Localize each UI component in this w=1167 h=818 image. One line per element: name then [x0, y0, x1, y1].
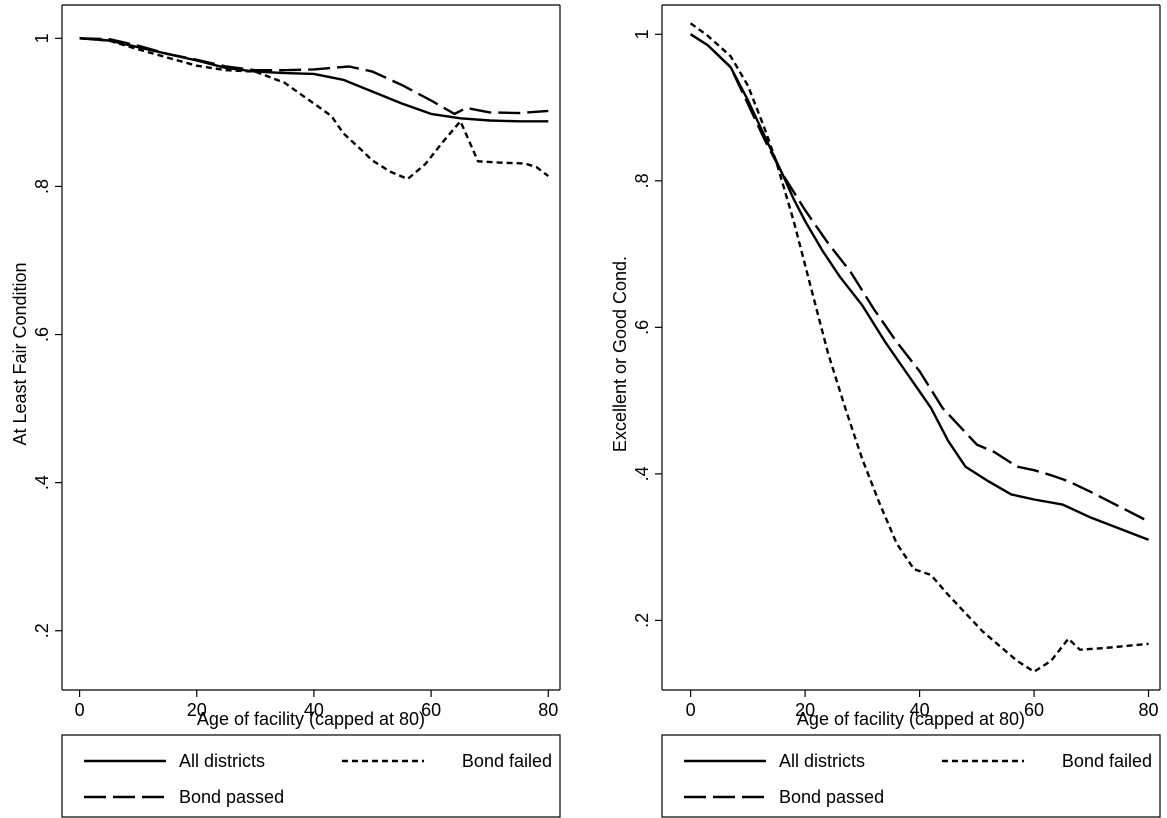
x-tick-label: 0: [686, 700, 696, 720]
y-tick-label: .6: [32, 327, 52, 342]
legend-label: Bond passed: [779, 787, 884, 807]
x-tick-label: 80: [1139, 700, 1159, 720]
y-axis-title: At Least Fair Condition: [10, 262, 30, 445]
x-tick-label: 60: [421, 700, 441, 720]
x-tick-label: 80: [538, 700, 558, 720]
series-line-bond-passed: [79, 37, 549, 116]
y-tick-label: .8: [32, 179, 52, 194]
legend-label: All districts: [179, 751, 265, 771]
legend: All districts Bond failed Bond passed: [61, 734, 561, 818]
x-tick-label: 40: [304, 700, 324, 720]
y-tick-label: .6: [632, 320, 652, 335]
y-tick-label: .8: [632, 173, 652, 188]
series-line-bond-failed: [79, 37, 550, 181]
y-axis-title: Excellent or Good Cond.: [610, 256, 630, 452]
legend: All districts Bond failed Bond passed: [661, 734, 1161, 818]
series-line-all-districts: [79, 37, 549, 123]
legend-label: All districts: [779, 751, 865, 771]
y-tick-label: 1: [632, 29, 652, 39]
y-tick-label: .4: [632, 466, 652, 481]
x-tick-label: 0: [75, 700, 85, 720]
legend-label: Bond passed: [179, 787, 284, 807]
x-tick-label: 60: [1024, 700, 1044, 720]
x-tick-label: 20: [795, 700, 815, 720]
chart-panel-1: 0 20 40 60 80 .2 .4 .6 .8 1 Age of facility (cappe…: [10, 4, 561, 818]
x-axis-title: Age of facility (capped at 80): [197, 709, 425, 729]
x-tick-label: 40: [910, 700, 930, 720]
legend-label: Bond failed: [1062, 751, 1152, 771]
y-tick-label: .4: [32, 475, 52, 490]
series-line-all-districts: [689, 33, 1150, 541]
series-line-bond-failed: [689, 22, 1149, 673]
x-tick-label: 20: [187, 700, 207, 720]
y-tick-label: 1: [32, 33, 52, 43]
y-tick-label: .2: [632, 613, 652, 628]
legend-label: Bond failed: [462, 751, 552, 771]
legend-box: [661, 734, 1161, 818]
chart-panel-2: 0 20 40 60 80 .2 .4 .6 .8 1 Age of facility (cappe…: [610, 4, 1161, 818]
y-tick-label: .2: [32, 623, 52, 638]
x-axis-title: Age of facility (capped at 80): [797, 709, 1025, 729]
series-line-bond-passed: [689, 33, 1150, 523]
legend-box: [61, 734, 561, 818]
